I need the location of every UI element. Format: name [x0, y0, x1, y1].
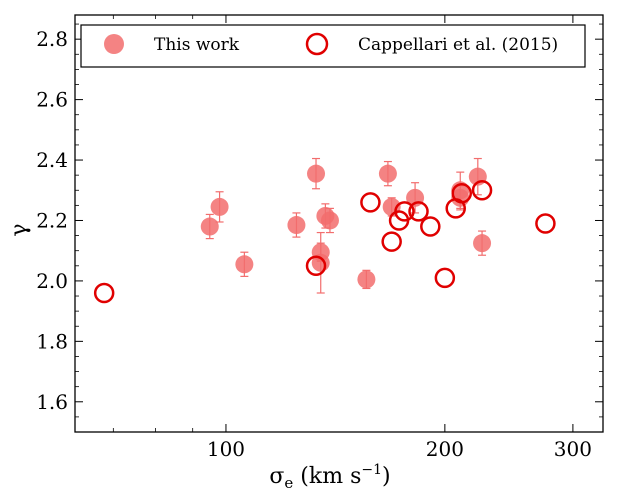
plot-frame: [74, 14, 604, 433]
y-tick-label: 2.4: [36, 148, 68, 172]
y-axis-label: γ: [7, 223, 32, 236]
point-cappellari: [305, 255, 327, 277]
point-cappellari: [420, 216, 441, 237]
point-cappellari: [93, 282, 115, 304]
axis-ticks: 1.6 1.8 2.0 2.2 2.4 2.6 2.8 100 200 300: [36, 15, 603, 461]
point-cappellari: [471, 180, 493, 201]
point-this-work: [287, 216, 306, 235]
legend-label-this-work: This work: [154, 35, 240, 55]
y-tick-label: 2.0: [36, 269, 68, 293]
point-this-work: [473, 234, 492, 253]
data-marks: [93, 157, 556, 304]
point-this-work: [378, 164, 397, 183]
y-tick-label: 1.8: [36, 329, 68, 353]
legend: This work Cappellari et al. (2015): [80, 24, 586, 68]
point-this-work: [235, 255, 254, 274]
y-tick-label: 2.2: [36, 208, 68, 232]
y-tick-label: 2.6: [36, 88, 68, 112]
point-this-work: [307, 164, 326, 183]
x-axis-label: σe (km s−1): [269, 462, 390, 492]
legend-marker-cappellari: [305, 32, 329, 56]
legend-box: [80, 24, 586, 68]
point-this-work: [200, 217, 219, 236]
x-tick-label: 200: [426, 437, 464, 461]
y-tick-label: 2.8: [36, 27, 68, 51]
x-tick-label: 100: [207, 437, 245, 461]
point-this-work: [320, 211, 339, 230]
point-this-work: [357, 270, 376, 289]
point-cappellari: [394, 201, 415, 222]
point-cappellari: [434, 267, 456, 289]
x-tick-label: 300: [554, 437, 592, 461]
y-tick-label: 1.6: [36, 390, 68, 414]
point-cappellari: [535, 213, 556, 234]
point-cappellari: [381, 231, 402, 252]
point-cappellari: [451, 183, 473, 204]
legend-marker-this-work: [104, 34, 124, 54]
point-cappellari: [360, 192, 381, 213]
point-this-work: [210, 197, 229, 216]
point-cappellari: [408, 201, 429, 222]
legend-label-cappellari: Cappellari et al. (2015): [358, 35, 558, 55]
